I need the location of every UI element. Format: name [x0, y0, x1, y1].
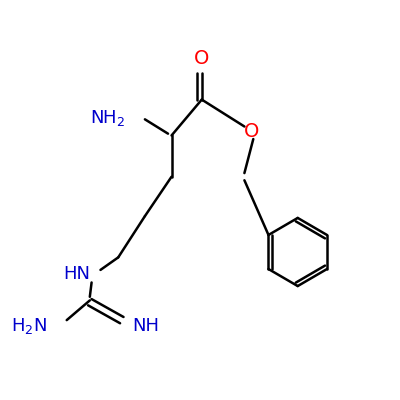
Text: NH$_2$: NH$_2$ — [90, 108, 125, 128]
Text: HN: HN — [63, 264, 90, 282]
Text: O: O — [244, 122, 259, 141]
Text: H$_2$N: H$_2$N — [11, 316, 47, 336]
Text: O: O — [194, 49, 210, 68]
Text: NH: NH — [132, 316, 160, 334]
